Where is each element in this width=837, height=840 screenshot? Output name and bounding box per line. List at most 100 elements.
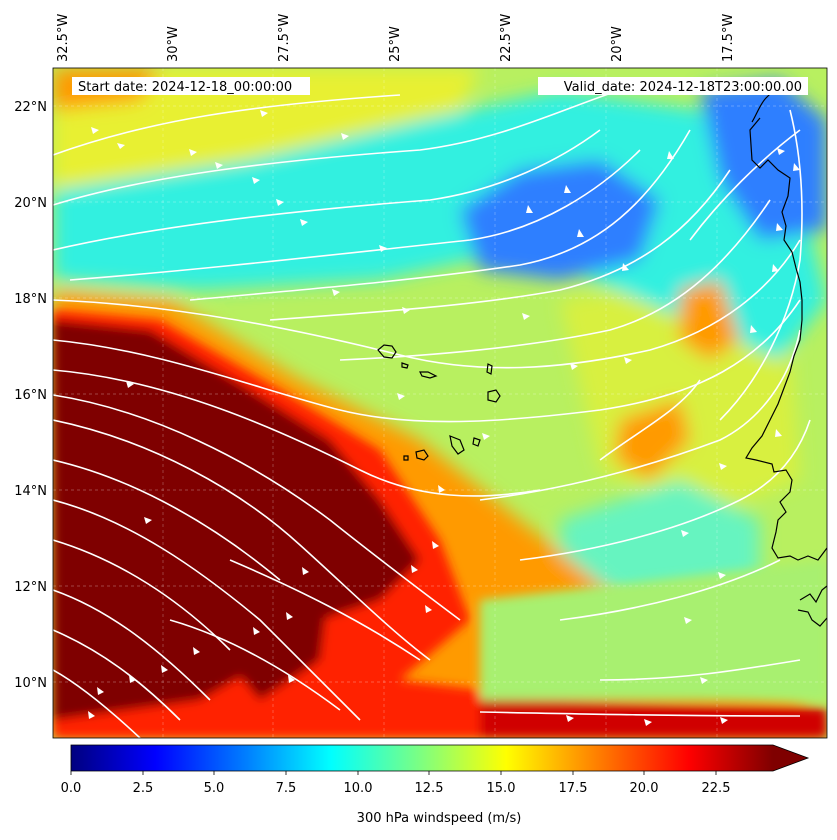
arrowhead <box>718 572 726 579</box>
arrowhead <box>720 717 728 724</box>
lat-label: 10°N <box>14 676 47 691</box>
streamline <box>53 129 601 251</box>
lon-label: 20°W <box>610 26 625 62</box>
streamline <box>53 669 141 738</box>
arrowhead <box>193 647 200 655</box>
colorbar-label: 300 hPa windspeed (m/s) <box>357 811 522 826</box>
colorbar-ticks <box>70 771 717 775</box>
arrowhead <box>397 393 405 400</box>
island-fogo <box>415 449 429 461</box>
streamline <box>229 559 421 661</box>
island-santo-antao <box>377 344 397 359</box>
longitude-labels: 32.5°W 30°W 27.5°W 25°W 22.5°W 20°W 17.5… <box>56 14 736 62</box>
streamline <box>53 369 541 497</box>
arrowhead <box>772 264 779 272</box>
lon-label: 25°W <box>388 26 403 62</box>
arrowhead <box>681 530 689 537</box>
arrowhead <box>684 617 692 624</box>
island-boa-vista <box>487 389 501 403</box>
streamline <box>53 459 281 581</box>
arrowhead <box>777 148 785 155</box>
arrowhead <box>577 229 584 237</box>
streamline <box>519 419 811 561</box>
colorbar-tick-label: 5.0 <box>204 781 225 796</box>
arrowhead <box>379 245 387 252</box>
streamline <box>479 329 801 501</box>
streamline <box>169 619 341 711</box>
field-jet-core-lobe <box>200 520 330 700</box>
colorbar-tick-label: 2.5 <box>133 781 154 796</box>
streamlines <box>53 89 811 738</box>
arrowhead <box>252 177 260 184</box>
arrowhead <box>189 149 197 156</box>
arrowhead <box>570 363 578 370</box>
colorbar-tick-label: 12.5 <box>415 781 444 796</box>
arrowhead <box>622 263 629 271</box>
arrowhead <box>276 199 284 206</box>
arrowhead <box>332 289 340 296</box>
field-cyan-band <box>53 90 827 360</box>
lat-label: 16°N <box>14 388 47 403</box>
arrowhead <box>775 429 782 437</box>
arrowhead <box>91 127 99 134</box>
streamline <box>479 711 801 717</box>
lat-label: 22°N <box>14 100 47 115</box>
streamline <box>189 129 691 301</box>
arrowhead <box>411 565 418 573</box>
field-blue-low <box>460 160 660 280</box>
colorbar-tick-label: 0.0 <box>61 781 82 796</box>
arrowhead <box>482 433 490 440</box>
arrowhead <box>750 325 757 333</box>
arrowhead <box>719 463 727 470</box>
arrowhead <box>425 605 432 613</box>
arrowhead <box>644 719 652 726</box>
colorbar-tick-label: 15.0 <box>487 781 516 796</box>
streamline <box>599 379 701 461</box>
arrowhead <box>126 381 134 388</box>
island-sao-nicolau <box>419 371 438 379</box>
island-santiago <box>449 435 465 455</box>
streamline <box>559 559 781 621</box>
streamline <box>719 109 803 421</box>
streamline <box>339 199 771 361</box>
colorbar-tick-label: 17.5 <box>559 781 588 796</box>
lat-label: 12°N <box>14 580 47 595</box>
windspeed-field <box>53 68 827 738</box>
streamline <box>53 589 211 701</box>
arrowhead <box>522 313 530 320</box>
field-bottom-red-band <box>480 700 827 738</box>
colorbar-tick-labels: 0.0 2.5 5.0 7.5 10.0 12.5 15.0 17.5 20.0… <box>61 781 731 796</box>
lon-label: 32.5°W <box>56 14 71 62</box>
island-brava <box>403 455 409 461</box>
latitude-labels: 22°N 20°N 18°N 16°N 14°N 12°N 10°N <box>14 100 47 691</box>
lon-label: 22.5°W <box>499 14 514 62</box>
island-sao-vicente <box>401 362 409 369</box>
lat-label: 18°N <box>14 292 47 307</box>
colorbar-tick-label: 20.0 <box>630 781 659 796</box>
arrowhead <box>286 612 293 620</box>
streamline <box>53 299 801 423</box>
start-date-box <box>72 77 310 95</box>
island-sal <box>486 363 493 375</box>
streamline <box>53 394 461 621</box>
valid-date-label: Valid_date: 2024-12-18T23:00:00.00 <box>564 80 802 95</box>
colorbar-gradient <box>71 745 773 771</box>
island-maio <box>472 437 481 447</box>
field-jet-core <box>53 320 420 720</box>
arrowhead <box>564 185 571 193</box>
arrowhead <box>624 357 632 364</box>
arrowhead <box>438 485 445 493</box>
streamline <box>53 89 621 206</box>
arrowhead <box>300 219 308 226</box>
arrowhead <box>341 133 349 140</box>
arrowhead <box>566 715 574 722</box>
arrowhead <box>129 675 136 683</box>
arrowhead <box>253 627 260 635</box>
arrowhead <box>161 665 168 673</box>
colorbar-tick-label: 22.5 <box>702 781 731 796</box>
plot-frame <box>52 67 828 739</box>
arrowhead <box>526 205 533 213</box>
lon-label: 30°W <box>166 26 181 62</box>
